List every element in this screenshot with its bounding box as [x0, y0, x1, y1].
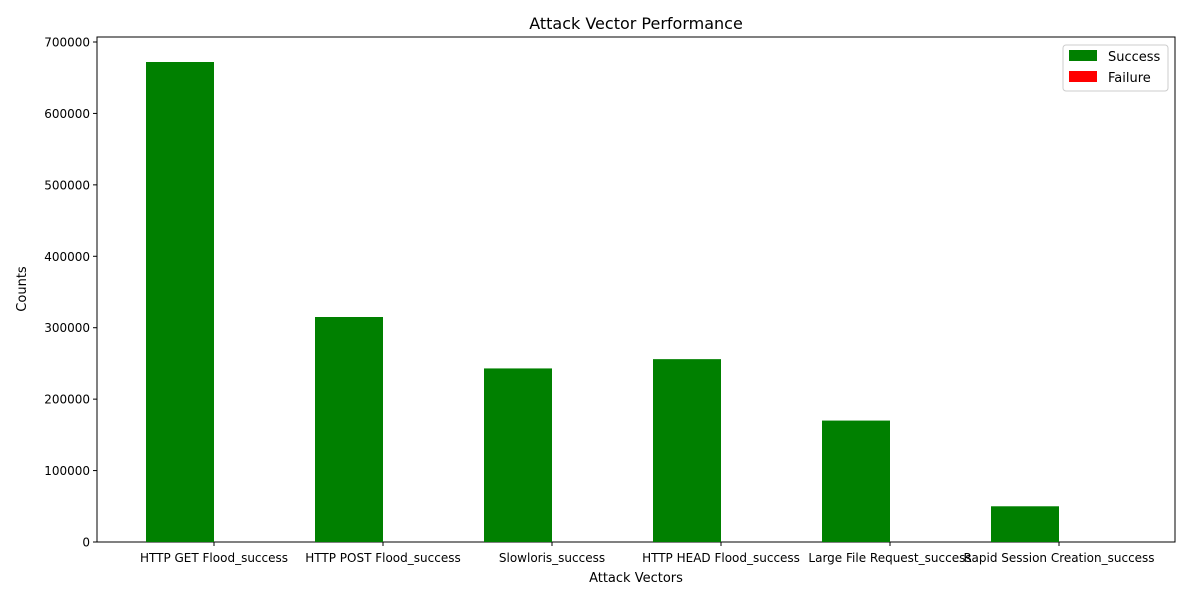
legend-swatch-success: [1069, 50, 1097, 61]
x-tick-label-0: HTTP GET Flood_success: [140, 551, 288, 565]
y-tick-label-0: 0: [82, 536, 90, 550]
bar-success-2: [484, 368, 552, 542]
legend-label-failure: Failure: [1108, 71, 1151, 86]
legend: Success Failure: [1062, 44, 1169, 92]
x-axis: HTTP GET Flood_success HTTP POST Flood_su…: [140, 542, 1155, 565]
bar-success-0: [146, 62, 214, 542]
y-tick-label-3: 300000: [44, 321, 90, 335]
plot-area: [96, 36, 1176, 543]
x-axis-label: Attack Vectors: [589, 571, 683, 586]
chart-title: Attack Vector Performance: [529, 14, 743, 33]
bar-success-3: [653, 359, 721, 542]
y-tick-label-5: 500000: [44, 178, 90, 192]
y-tick-label-4: 400000: [44, 250, 90, 264]
legend-swatch-failure: [1069, 71, 1097, 82]
y-tick-label-2: 200000: [44, 393, 90, 407]
x-tick-label-5: Rapid Session Creation_success: [963, 551, 1154, 565]
y-axis-label: Counts: [15, 266, 30, 312]
y-tick-label-1: 100000: [44, 464, 90, 478]
bar-success-4: [822, 420, 890, 542]
bar-success-5: [991, 506, 1059, 542]
bars-layer: [146, 62, 1059, 542]
x-tick-label-3: HTTP HEAD Flood_success: [642, 551, 800, 565]
x-tick-label-1: HTTP POST Flood_success: [305, 551, 460, 565]
x-tick-label-4: Large File Request_success: [808, 551, 971, 565]
plot-frame: [96, 36, 1176, 543]
y-axis: 0 100000 200000 300000 400000 500000 600000 700…: [44, 36, 97, 550]
legend-label-success: Success: [1108, 50, 1161, 65]
bar-success-1: [315, 317, 383, 542]
y-tick-label-7: 700000: [44, 36, 90, 50]
x-tick-label-2: Slowloris_success: [499, 551, 605, 565]
y-tick-label-6: 600000: [44, 107, 90, 121]
